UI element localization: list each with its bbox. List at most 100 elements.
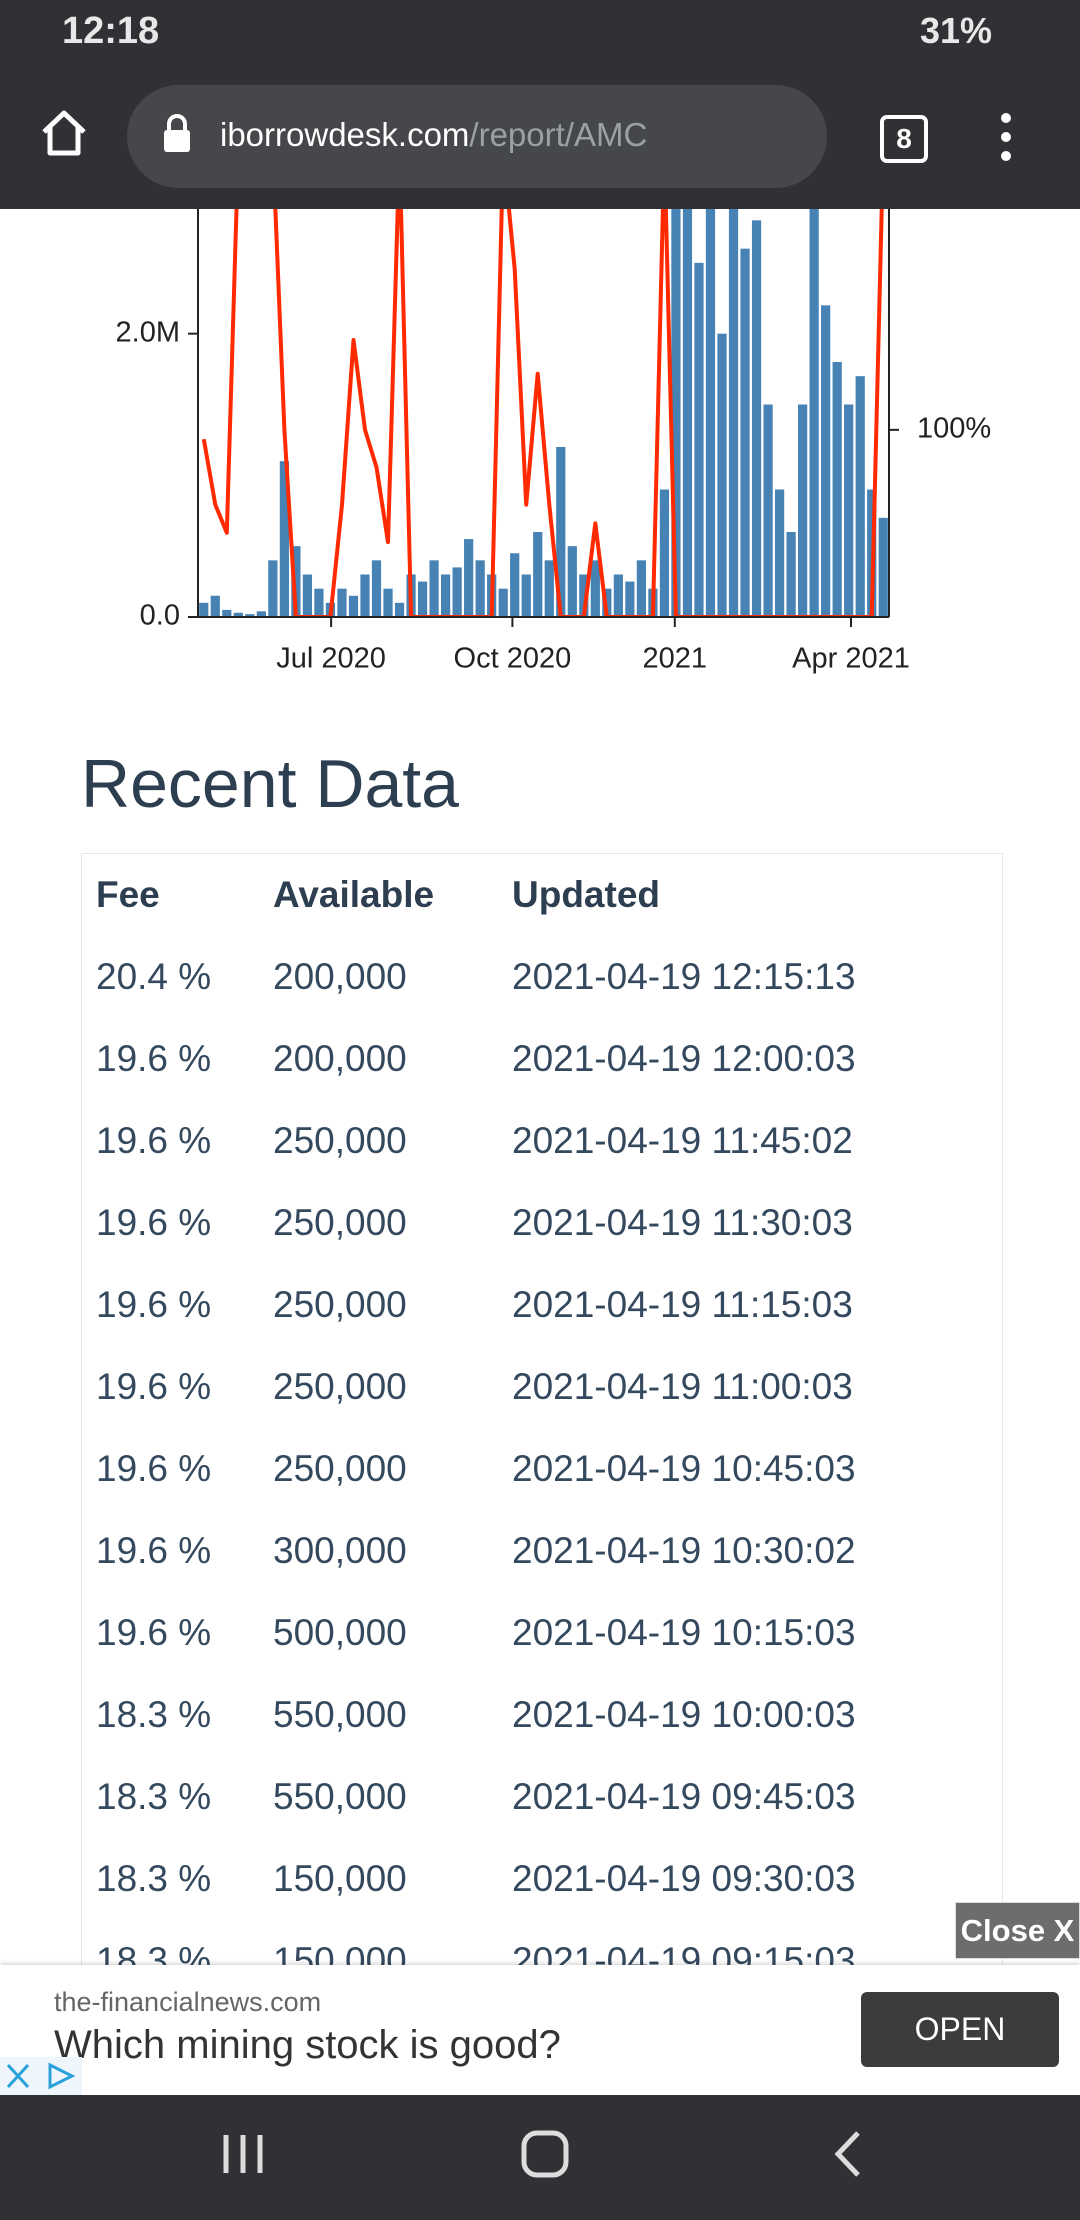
nav-buttons bbox=[223, 2130, 860, 2178]
table-cell: 19.6 % bbox=[96, 1120, 212, 1161]
table-cell: 20.4 % bbox=[96, 956, 212, 997]
bar bbox=[751, 220, 762, 618]
home-nav-button[interactable] bbox=[521, 2130, 569, 2178]
bar bbox=[383, 588, 393, 617]
url-text[interactable]: iborrowdesk.com/report/AMC bbox=[220, 116, 647, 154]
bar bbox=[302, 574, 313, 617]
data-table: Fee Available Updated 20.4 % 200,000 2021-04-… bbox=[81, 853, 1003, 2055]
y-tick-label: 0.0 bbox=[140, 600, 180, 632]
table-header-cell: Available bbox=[273, 874, 435, 915]
bar bbox=[544, 560, 554, 617]
bar bbox=[671, 209, 681, 617]
section-heading: Recent Data bbox=[81, 746, 459, 822]
bar bbox=[786, 532, 796, 617]
bar bbox=[613, 574, 623, 617]
table-cell: 300,000 bbox=[273, 1530, 407, 1571]
bar bbox=[694, 262, 704, 617]
table-cell: 550,000 bbox=[273, 1776, 407, 1817]
table-cell: 2021-04-19 11:00:03 bbox=[512, 1366, 853, 1407]
bar bbox=[233, 612, 243, 617]
x-tick-label: 2021 bbox=[643, 643, 708, 675]
bar bbox=[291, 546, 301, 617]
x-tick-label: Apr 2021 bbox=[792, 643, 910, 675]
bar bbox=[348, 595, 359, 617]
bar bbox=[740, 248, 750, 617]
table-cell: 2021-04-19 12:15:13 bbox=[512, 956, 856, 997]
bar bbox=[452, 567, 462, 617]
table-cell: 2021-04-19 10:15:03 bbox=[512, 1612, 856, 1653]
lock-icon bbox=[164, 114, 190, 152]
y-tick-label: 2.0M bbox=[116, 316, 180, 348]
table-cell: 18.3 % bbox=[96, 1694, 212, 1735]
table-cell: 2021-04-19 10:30:02 bbox=[512, 1530, 856, 1571]
bar bbox=[798, 404, 808, 617]
table-cell: 18.3 % bbox=[96, 1776, 212, 1817]
browser-toolbar: 12:18 31% iborrowdesk.com/report/AMC 8 bbox=[0, 0, 1080, 209]
bar bbox=[809, 209, 819, 617]
table-cell: 2021-04-19 09:45:03 bbox=[512, 1776, 856, 1817]
bar bbox=[636, 560, 646, 617]
bar bbox=[659, 489, 670, 617]
table-header-cell: Fee bbox=[96, 874, 160, 915]
table-cell: 19.6 % bbox=[96, 1612, 212, 1653]
bar bbox=[556, 447, 566, 617]
table-cell: 200,000 bbox=[273, 1038, 407, 1079]
bar bbox=[510, 553, 520, 617]
bar bbox=[429, 560, 439, 617]
bar bbox=[279, 461, 289, 617]
menu-button[interactable] bbox=[996, 112, 1016, 162]
bar bbox=[417, 581, 428, 617]
address-bar[interactable] bbox=[127, 85, 827, 188]
status-time: 12:18 bbox=[62, 10, 160, 52]
ad-domain: the-financialnews.com bbox=[54, 1987, 322, 2017]
plot-area bbox=[199, 209, 888, 618]
bar bbox=[210, 595, 220, 617]
ad-banner[interactable]: the-financialnews.com Which mining stock… bbox=[0, 1965, 1080, 2095]
y2-tick-label: 100% bbox=[917, 413, 991, 445]
table-cell: 19.6 % bbox=[96, 1202, 212, 1243]
bar bbox=[855, 376, 865, 617]
bar bbox=[705, 209, 716, 617]
bar bbox=[533, 532, 543, 617]
tab-count[interactable]: 8 bbox=[880, 115, 928, 163]
bar bbox=[371, 560, 382, 617]
bar bbox=[567, 546, 577, 617]
table-cell: 19.6 % bbox=[96, 1038, 212, 1079]
recents-button[interactable] bbox=[223, 2135, 263, 2173]
bar bbox=[314, 588, 324, 617]
table-cell: 19.6 % bbox=[96, 1448, 212, 1489]
ad-headline: Which mining stock is good? bbox=[54, 2023, 561, 2067]
bar bbox=[245, 614, 255, 617]
table-cell: 250,000 bbox=[273, 1366, 407, 1407]
url-path: /report/AMC bbox=[469, 116, 648, 153]
back-button[interactable] bbox=[834, 2131, 860, 2177]
bar bbox=[199, 602, 209, 617]
bar bbox=[682, 209, 693, 617]
bar bbox=[475, 560, 485, 617]
bar bbox=[498, 588, 508, 617]
table-cell: 500,000 bbox=[273, 1612, 407, 1653]
status-battery: 31% bbox=[920, 10, 993, 51]
bar bbox=[337, 588, 347, 617]
ad-open-button[interactable]: OPEN bbox=[861, 1992, 1059, 2067]
bar bbox=[222, 609, 232, 617]
ad-choices[interactable] bbox=[0, 2057, 82, 2095]
table-cell: 2021-04-19 12:00:03 bbox=[512, 1038, 856, 1079]
bar bbox=[464, 539, 474, 617]
url-domain: iborrowdesk.com bbox=[220, 116, 470, 153]
table-cell: 250,000 bbox=[273, 1284, 407, 1325]
bar bbox=[590, 560, 600, 617]
bar bbox=[717, 333, 727, 617]
bar bbox=[625, 581, 635, 617]
bar bbox=[360, 574, 370, 617]
bar bbox=[256, 611, 266, 617]
table-cell: 2021-04-19 11:15:03 bbox=[512, 1284, 853, 1325]
bar bbox=[832, 362, 842, 617]
ad-close-button[interactable]: Close X bbox=[955, 1902, 1080, 1959]
bar bbox=[878, 517, 888, 617]
bar bbox=[821, 305, 831, 617]
home-button[interactable] bbox=[40, 108, 88, 158]
table-cell: 2021-04-19 09:30:03 bbox=[512, 1858, 856, 1899]
